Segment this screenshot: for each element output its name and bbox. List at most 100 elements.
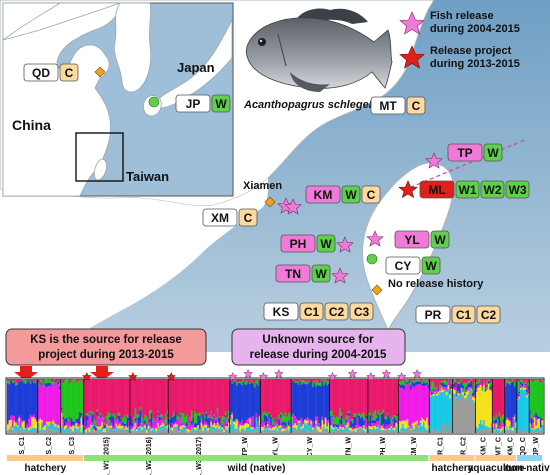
structure-strip <box>392 379 394 417</box>
structure-strip <box>120 420 123 427</box>
structure-strip <box>104 422 107 425</box>
structure-strip <box>444 380 447 385</box>
structure-strip <box>388 423 391 429</box>
structure-strip <box>458 393 461 394</box>
structure-strip <box>369 413 372 416</box>
structure-strip <box>198 430 201 433</box>
structure-strip <box>161 415 164 418</box>
structure-strip <box>39 383 42 419</box>
structure-strip <box>86 430 89 433</box>
structure-strip <box>203 427 206 431</box>
structure-strip <box>532 422 534 429</box>
structure-strip <box>379 379 382 414</box>
structure-strip <box>501 429 504 433</box>
structure-strip <box>339 408 341 420</box>
structure-strip <box>49 385 52 422</box>
structure-strip <box>442 381 445 383</box>
structure-strip <box>215 425 217 429</box>
structure-strip <box>82 416 84 425</box>
structure-strip <box>88 411 91 413</box>
structure-strip <box>265 429 268 433</box>
structure-strip <box>242 379 245 382</box>
structure-strip <box>150 410 153 414</box>
structure-strip <box>110 425 113 428</box>
structure-strip <box>41 429 43 433</box>
population-label: KS_C3 <box>69 437 76 460</box>
structure-strip <box>500 432 502 433</box>
structure-strip <box>429 388 432 392</box>
structure-strip <box>80 412 83 416</box>
structure-strip <box>376 418 378 421</box>
structure-strip <box>315 382 317 387</box>
structure-strip <box>414 379 417 381</box>
structure-strip <box>523 387 525 390</box>
structure-strip <box>32 414 35 418</box>
structure-strip <box>294 382 297 417</box>
structure-strip <box>329 416 332 425</box>
structure-strip <box>203 415 206 420</box>
population-label: KS_C2 <box>46 437 53 460</box>
structure-strip <box>279 417 282 426</box>
structure-strip <box>192 422 195 428</box>
structure-strip <box>184 430 187 433</box>
structure-strip <box>52 420 55 424</box>
structure-strip <box>203 419 206 421</box>
category-label: wild (native) <box>227 463 286 474</box>
structure-strip <box>152 417 155 423</box>
structure-strip <box>311 427 314 430</box>
structure-strip <box>78 424 81 426</box>
structure-strip <box>300 384 303 418</box>
structure-strip <box>28 379 30 380</box>
structure-strip <box>440 382 443 386</box>
structure-strip <box>513 386 516 415</box>
structure-strip <box>468 382 471 388</box>
structure-strip <box>142 426 145 429</box>
structure-strip <box>380 430 383 432</box>
structure-strip <box>414 426 417 433</box>
structure-strip <box>257 421 259 428</box>
structure-strip <box>113 379 116 415</box>
site-tag-label-pr-1: C2 <box>481 308 497 322</box>
structure-strip <box>295 382 298 419</box>
structure-strip <box>78 425 81 431</box>
structure-strip <box>355 379 357 415</box>
structure-strip <box>523 430 525 433</box>
structure-strip <box>324 428 327 433</box>
structure-strip <box>245 423 248 428</box>
structure-strip <box>470 392 473 433</box>
structure-strip <box>473 402 476 404</box>
structure-strip <box>149 426 151 430</box>
structure-strip <box>49 424 52 433</box>
structure-strip <box>348 412 351 416</box>
structure-strip <box>278 415 281 420</box>
structure-strip <box>37 427 40 433</box>
species-label: Acanthopagrus schlegelii <box>243 99 379 111</box>
structure-strip <box>486 426 488 428</box>
structure-strip <box>24 428 27 431</box>
structure-strip <box>332 427 335 430</box>
structure-strip <box>45 379 48 384</box>
structure-strip <box>268 429 271 433</box>
structure-strip <box>411 379 414 381</box>
structure-strip <box>490 391 493 424</box>
callout-unknown-line2: release during 2004-2015 <box>250 349 387 361</box>
structure-strip <box>323 382 325 386</box>
structure-strip <box>258 380 261 416</box>
structure-strip <box>350 420 353 428</box>
structure-strip <box>41 419 43 423</box>
structure-strip <box>376 427 378 429</box>
structure-strip <box>493 429 496 431</box>
structure-strip <box>249 383 251 384</box>
structure-strip <box>249 422 251 432</box>
structure-strip <box>318 427 321 432</box>
structure-strip <box>239 382 242 384</box>
structure-strip <box>226 430 229 433</box>
structure-strip <box>28 419 30 429</box>
structure-strip <box>50 385 53 387</box>
structure-strip <box>518 396 521 399</box>
structure-strip <box>16 431 19 433</box>
structure-strip <box>207 418 209 425</box>
structure-strip <box>239 383 242 424</box>
structure-strip <box>112 416 115 428</box>
